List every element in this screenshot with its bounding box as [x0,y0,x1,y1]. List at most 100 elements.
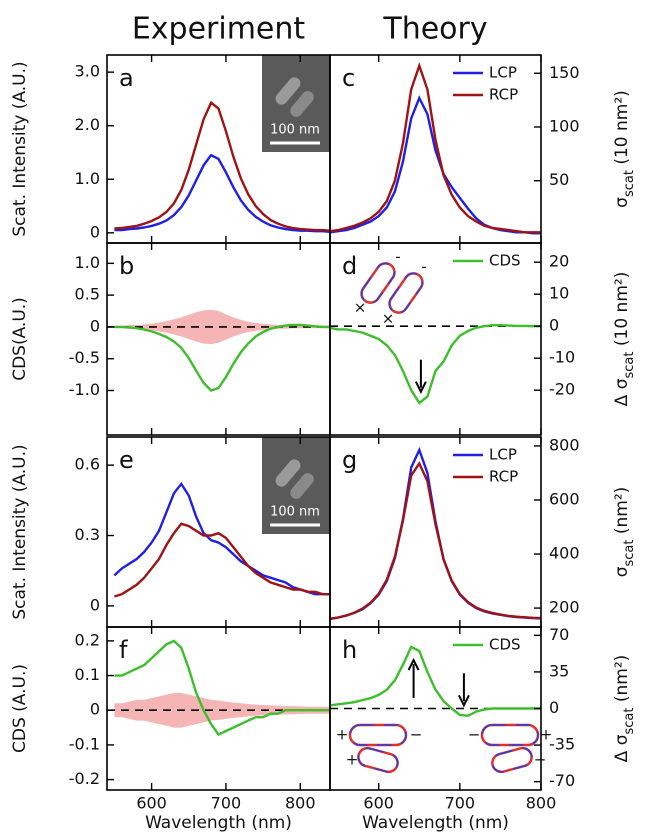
y-tick-label: 70 [549,625,569,644]
y-axis-title: Δ σscat (nm²) [612,655,637,763]
charge-sign: - [421,258,426,276]
legend-label: RCP [489,468,518,486]
panel-label: b [119,252,134,280]
sem-rod [275,459,301,487]
y-tick-label: -0.1 [69,734,100,753]
rod-outline [349,724,407,746]
y-axis-title-part: (nm²) [612,487,632,540]
charge-sign: + [540,726,553,744]
legend-label: LCP [489,446,517,464]
y-axis-title-part: scat [622,540,637,567]
charge-sign: + [346,751,359,769]
panel: + − − + + − 70 35 0 -35 -70 600 700 800 Wavelength (nm… [329,625,637,833]
charge-sign: + [336,726,349,744]
plot-area [330,645,541,718]
charge-sign: × [382,310,395,328]
y-axis-title-part: (10 nm²) [612,90,632,170]
series-line [113,481,330,596]
arrow-head [407,657,420,671]
y-axis-title-part: Δ σ [612,378,632,406]
y-axis-title-part: (10 nm²) [612,272,632,352]
y-tick-label: -10 [549,348,575,367]
series-line [114,153,330,233]
arrow-head [414,381,427,394]
y-tick-label: 400 [549,544,580,563]
y-tick-label: 10 [549,284,569,303]
charge-sign: − [534,751,547,769]
rod-outline [388,272,424,314]
x-tick-label: 700 [445,794,476,813]
plot-area [107,309,330,392]
column-title: Experiment [132,12,306,47]
y-tick-label: 150 [549,63,580,82]
y-tick-label: 200 [549,598,580,617]
sem-rod [275,77,301,105]
panel-frame [329,436,542,628]
rod-outline [348,723,408,747]
series-line [330,645,541,718]
x-tick-label: 800 [526,794,557,813]
y-tick-label: 800 [549,435,580,454]
legend-label: RCP [489,86,518,104]
y-axis-title-part: scat [622,352,637,379]
y-tick-label: 100 [549,116,580,135]
panel-label: e [119,446,134,474]
rod-outline [357,747,399,773]
series-line [114,639,330,737]
series-line [330,61,541,234]
panel-label: a [119,64,134,92]
y-tick-label: 0 [90,222,100,241]
y-axis-title: CDS(A.U.) [10,297,30,381]
plot-area [330,324,541,405]
charge-sign: × [354,299,367,317]
y-axis-title: CDS (A.U.) [10,664,30,753]
series-line [114,323,330,392]
panel-label: f [119,636,128,664]
y-axis-title: σscat (nm²) [612,487,637,578]
rod-outline [491,747,533,773]
series-line [114,100,330,232]
legend-label: CDS [489,636,521,654]
plot-area [113,481,330,598]
y-axis-title-part: CDS (A.U.) [10,664,30,753]
column-title: Theory [382,12,487,47]
y-tick-label: 600 [549,489,580,508]
sem-rod [290,473,314,499]
arrow-head [458,694,470,708]
y-tick-label: -0.2 [69,769,100,788]
y-tick-label: 0.1 [75,665,100,684]
arrow [458,673,470,708]
y-tick-label: 0 [90,316,100,335]
series-line [330,324,541,405]
y-tick-label: 20 [549,252,569,271]
x-tick-label: 600 [136,794,167,813]
x-tick-label: 800 [285,794,316,813]
rod-outline [480,723,540,747]
y-tick-label: -70 [549,771,575,790]
arrow [407,657,420,699]
y-tick-label: 1.0 [75,169,100,188]
legend-label: CDS [489,252,521,270]
panel: 200 400 600 800 σscat (nm²) g LCP RCP [329,435,637,628]
y-axis-title: σscat (10 nm²) [612,90,637,208]
y-axis-title-part: (nm²) [612,655,632,708]
y-axis-title-part: Scat. Intensity (A.U.) [10,444,30,619]
panel: 100 nm 0 0.3 0.6 Scat. Intensity (A.U.) e [10,436,331,628]
charge-sign: − [468,726,481,744]
y-axis-title: Δ σscat (10 nm²) [612,272,637,407]
scale-label: 100 nm [270,123,320,138]
y-tick-label: 0.6 [75,455,100,474]
panel-label: h [342,636,357,664]
series-line [330,95,541,235]
y-tick-label: 1.0 [75,253,100,272]
rod-outline [360,262,396,304]
plot-area [114,100,330,233]
panel-label: d [342,252,357,280]
y-tick-label: -0.5 [69,348,100,367]
y-tick-label: 0 [549,316,559,335]
y-axis-title-part: Scat. Intensity (A.U.) [10,61,30,236]
y-axis-title: Scat. Intensity (A.U.) [10,61,30,236]
